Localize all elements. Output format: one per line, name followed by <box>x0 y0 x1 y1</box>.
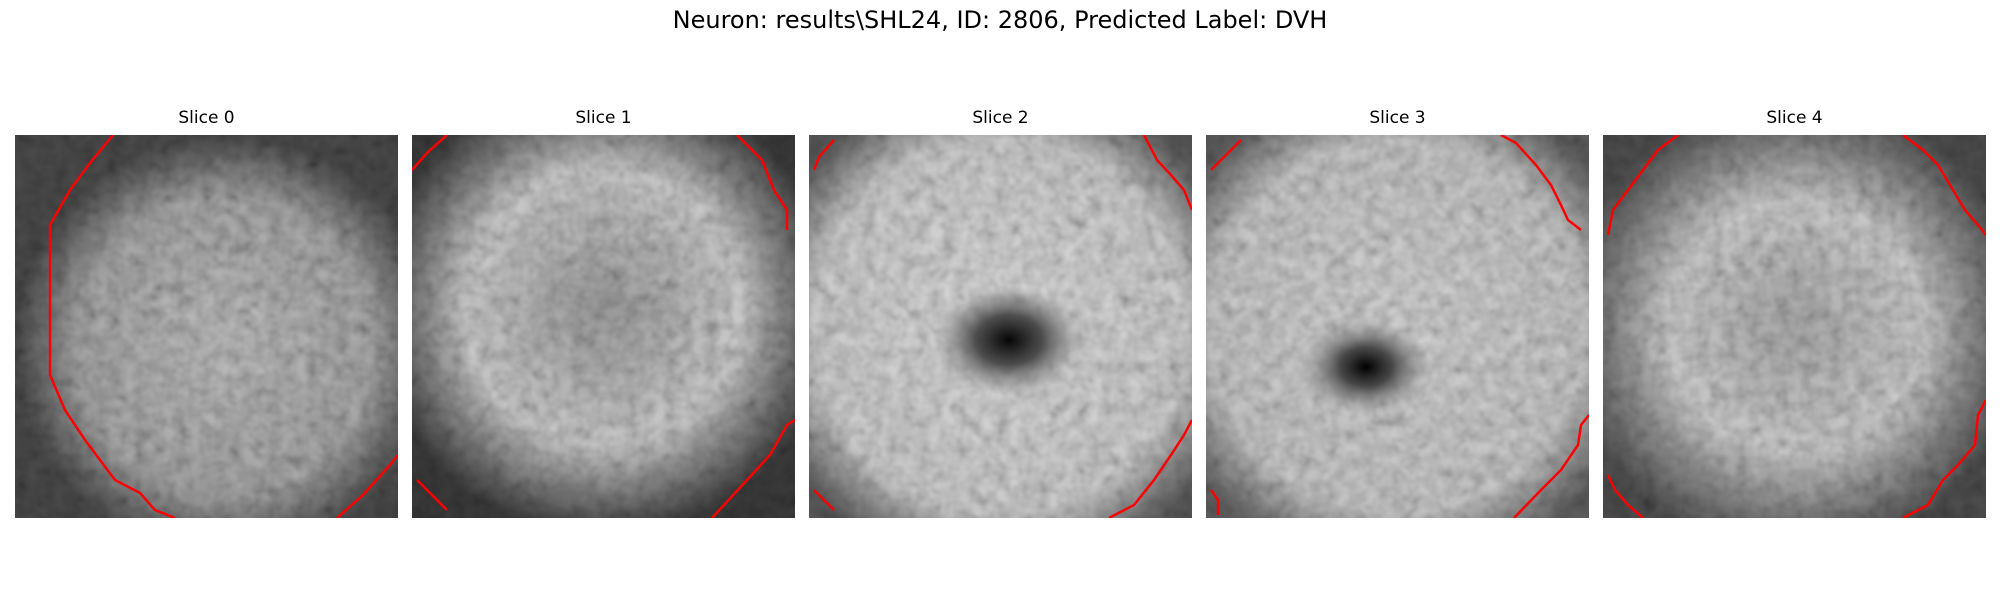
slice-title-1: Slice 1 <box>575 108 632 128</box>
slice-image-4 <box>1603 135 1986 518</box>
slice-panel-0: Slice 0 <box>15 107 398 527</box>
slice-title-3: Slice 3 <box>1369 108 1426 128</box>
slice-title-0: Slice 0 <box>178 108 235 128</box>
slice-panel-4: Slice 4 <box>1603 107 1986 527</box>
slice-title-4: Slice 4 <box>1766 108 1823 128</box>
slice-title-2: Slice 2 <box>972 108 1029 128</box>
slice-panel-2: Slice 2 <box>809 107 1192 527</box>
slice-panel-3: Slice 3 <box>1206 107 1589 527</box>
slice-image-3 <box>1206 135 1589 518</box>
figure-title: Neuron: results\SHL24, ID: 2806, Predict… <box>672 6 1328 34</box>
slice-panel-1: Slice 1 <box>412 107 795 527</box>
slice-image-1 <box>412 135 795 518</box>
slice-image-2 <box>809 135 1192 518</box>
slice-image-0 <box>15 135 398 518</box>
